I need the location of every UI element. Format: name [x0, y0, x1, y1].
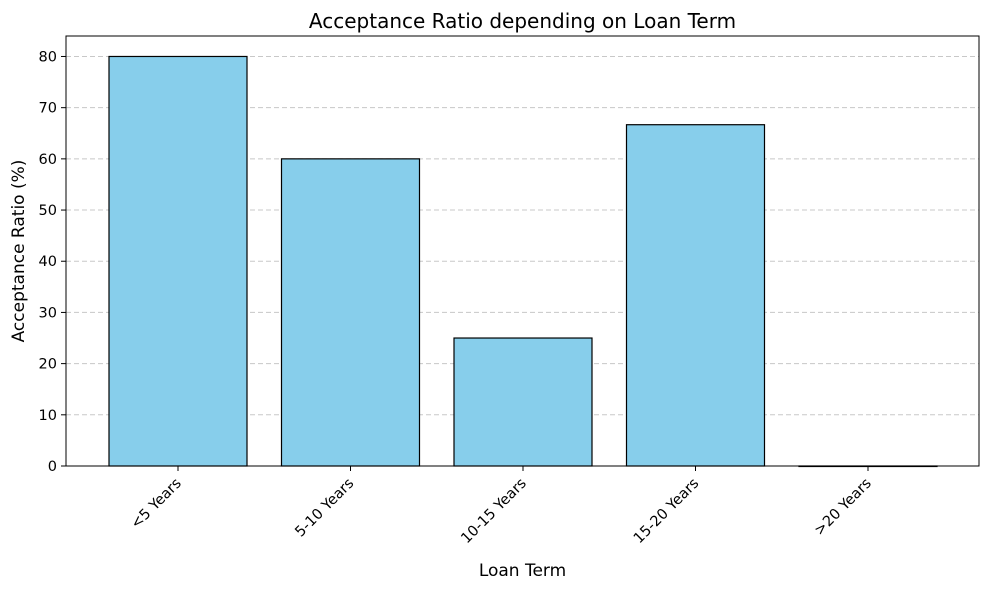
bar — [108, 55, 248, 467]
x-axis-ticks: <5 Years 5-10 Years 10-15 Years 15-20 Years… — [128, 466, 875, 547]
bar — [280, 158, 421, 467]
y-tick-label: 10 — [39, 408, 57, 424]
x-tick-label: 5-10 Years — [292, 476, 357, 541]
bar — [453, 337, 593, 467]
x-tick-label: <5 Years — [128, 476, 185, 533]
y-tick-label: 80 — [39, 49, 57, 65]
y-tick-label: 50 — [39, 203, 57, 219]
y-tick-label: 40 — [39, 254, 57, 270]
y-tick-label: 60 — [39, 152, 57, 168]
y-tick-label: 70 — [39, 101, 57, 117]
x-tick-label: >20 Years — [812, 476, 875, 539]
bars — [108, 55, 938, 468]
y-axis-ticks: 0 10 20 30 40 50 60 70 80 — [39, 49, 66, 475]
x-axis-label: Loan Term — [479, 561, 566, 581]
bar — [625, 124, 766, 467]
y-tick-label: 20 — [39, 357, 57, 373]
x-tick-label: 15-20 Years — [631, 476, 702, 547]
y-tick-label: 0 — [48, 459, 57, 475]
y-tick-label: 30 — [39, 305, 57, 321]
x-tick-label: 10-15 Years — [458, 476, 529, 547]
chart-title: Acceptance Ratio depending on Loan Term — [309, 9, 736, 33]
y-axis-label: Acceptance Ratio (%) — [9, 160, 29, 343]
